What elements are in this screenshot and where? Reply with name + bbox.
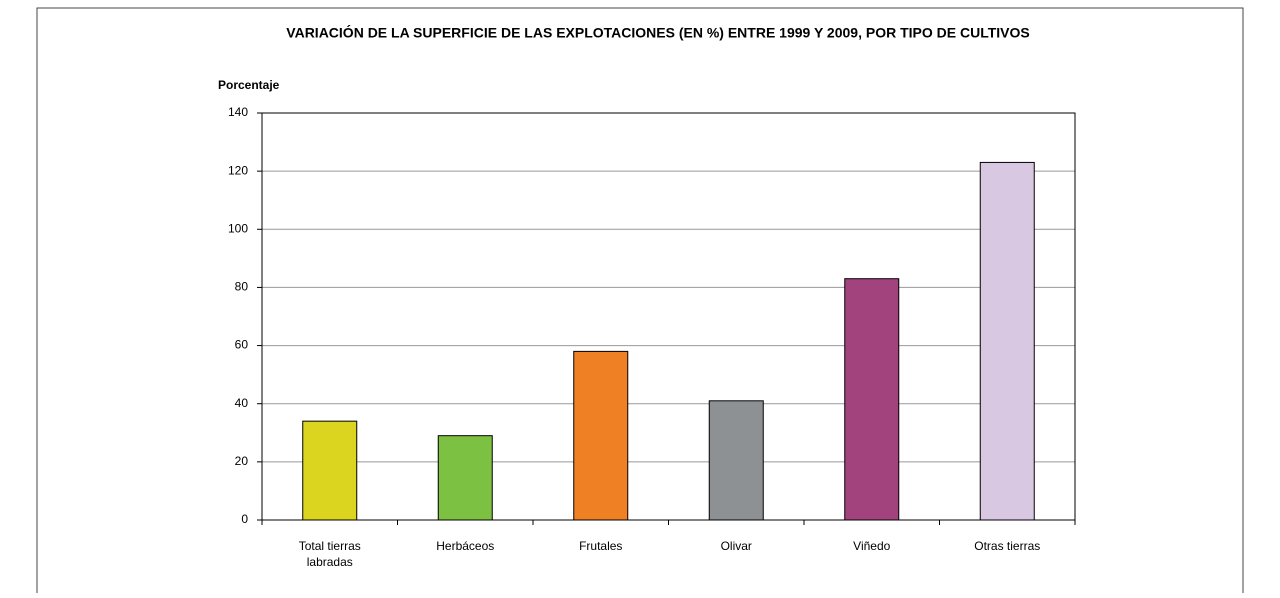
bar bbox=[708, 400, 764, 521]
x-tick-label-box: Otras tierras bbox=[974, 539, 1041, 553]
y-axis-label: Porcentaje bbox=[218, 78, 280, 92]
y-tick-label: 80 bbox=[235, 280, 249, 294]
x-tick-label: Olivar bbox=[720, 539, 752, 553]
plot-border bbox=[261, 112, 1076, 521]
bar bbox=[302, 420, 358, 521]
y-tick-label: 60 bbox=[235, 338, 249, 352]
x-tick-label-box: Frutales bbox=[579, 539, 623, 553]
bar bbox=[844, 278, 900, 521]
y-tick-label: 20 bbox=[235, 454, 249, 468]
x-tick-label: Otras tierras bbox=[974, 539, 1041, 553]
bar bbox=[979, 161, 1035, 521]
x-tick-label-box: Viñedo bbox=[853, 539, 891, 553]
y-tick-label: 120 bbox=[228, 163, 248, 177]
y-tick-label: 40 bbox=[235, 396, 249, 410]
x-tick-label-box: Herbáceos bbox=[436, 539, 495, 553]
x-tick-label: Viñedo bbox=[853, 539, 891, 553]
bar bbox=[437, 435, 493, 521]
x-tick-label-box: Olivar bbox=[720, 539, 752, 553]
chart-title: VARIACIÓN DE LA SUPERFICIE DE LAS EXPLOT… bbox=[286, 24, 1029, 41]
y-tick-label: 0 bbox=[241, 512, 248, 526]
y-tick-label: 140 bbox=[228, 105, 248, 119]
x-tick-label: Frutales bbox=[579, 539, 623, 553]
frame bbox=[36, 7, 1244, 598]
x-tick-label: Total tierras labradas bbox=[298, 539, 361, 569]
x-tick-label: Herbáceos bbox=[436, 539, 495, 553]
bar bbox=[573, 350, 629, 521]
x-tick-label-box: Total tierras labradas bbox=[298, 539, 361, 569]
y-tick-label: 100 bbox=[228, 221, 248, 235]
